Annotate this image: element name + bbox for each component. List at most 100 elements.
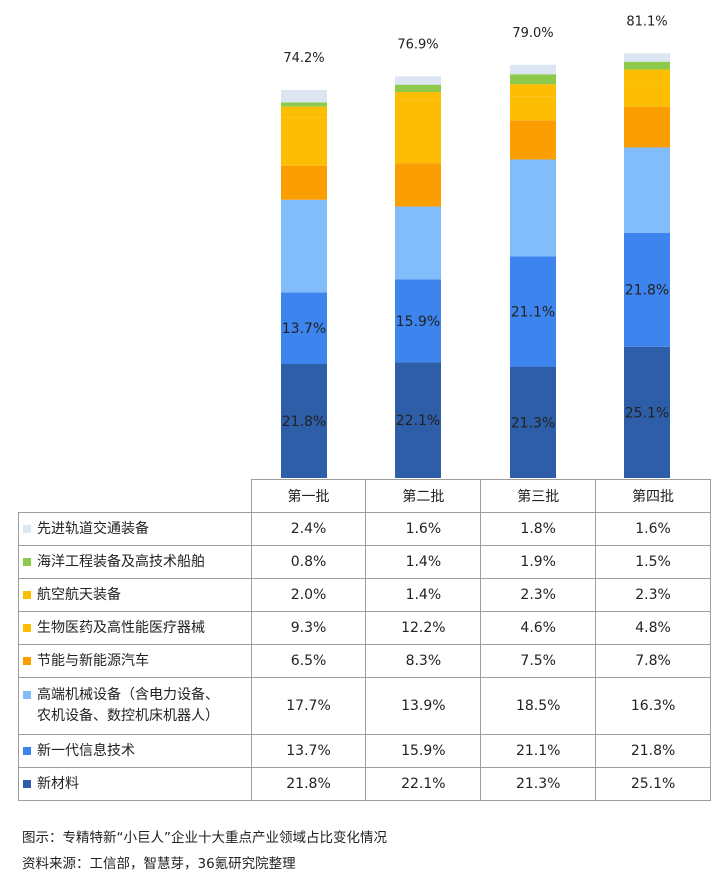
bar-segment [395, 76, 441, 85]
bar-stack-3: 21.3% 21.1% [510, 64, 556, 478]
bar-stack-4: 25.1% 21.8% [624, 53, 670, 478]
table-row: 航空航天装备 2.0% 1.4% 2.3% 2.3% [18, 578, 711, 612]
segment-value-label: 21.1% [511, 304, 555, 320]
series-name: 节能与新能源汽车 [37, 652, 149, 669]
bar-total-label: 76.9% [397, 37, 438, 52]
table-cell: 17.7% [250, 677, 367, 735]
bar-segment [510, 64, 556, 75]
bar-segment [510, 84, 556, 97]
figure-caption: 图示：专精特新“小巨人”企业十大重点产业领域占比变化情况 [22, 830, 387, 846]
table-cell: 6.5% [250, 644, 367, 678]
table-cell: 1.6% [365, 512, 482, 546]
bar-segment [395, 279, 441, 363]
legend-cell: 新一代信息技术 [18, 734, 252, 768]
series-name: 高端机械设备（含电力设备、 农机设备、数控机床机器人） [37, 687, 219, 724]
segment-value-label: 15.9% [396, 314, 440, 330]
segment-value-label: 22.1% [396, 413, 440, 429]
bar-segment [624, 81, 670, 107]
table-cell: 8.3% [365, 644, 482, 678]
legend-cell: 航空航天装备 [18, 578, 252, 612]
table-row: 海洋工程装备及高技术船舶 0.8% 1.4% 1.9% 1.5% [18, 545, 711, 579]
bar-segment [624, 232, 670, 347]
segment-value-label: 13.7% [282, 321, 326, 337]
segment-value-label: 21.8% [282, 414, 326, 430]
table-cell: 16.3% [595, 677, 711, 735]
stacked-bar-chart: 21.8% 13.7% 74.2% 22.1% 15.9% 76.9% 21.3% 21.1%… [281, 14, 670, 478]
legend-cell: 海洋工程装备及高技术船舶 [18, 545, 252, 579]
table-row: 新材料 21.8% 22.1% 21.3% 25.1% [18, 767, 711, 801]
bar-segment [395, 206, 441, 280]
table-cell: 1.4% [365, 578, 482, 612]
bar-total-label: 79.0% [512, 26, 553, 41]
table-cell: 21.8% [250, 767, 367, 801]
legend-swatch [23, 691, 31, 699]
bar-segment [395, 163, 441, 207]
bar-segment [281, 363, 327, 478]
bar-total-label: 81.1% [626, 14, 667, 29]
source-caption: 资料来源：工信部，智慧芽，36氪研究院整理 [22, 856, 296, 872]
legend-swatch [23, 524, 31, 533]
series-name: 生物医药及高性能医疗器械 [37, 619, 205, 636]
table-cell: 1.4% [365, 545, 482, 579]
bar-stack-1: 21.8% 13.7% [281, 89, 327, 478]
column-header: 第一批 [250, 479, 367, 513]
bar-segment [281, 199, 327, 293]
bar-segment [624, 53, 670, 62]
segment-value-label: 25.1% [625, 405, 669, 421]
legend-cell: 高端机械设备（含电力设备、 农机设备、数控机床机器人） [18, 677, 252, 735]
legend-swatch [23, 623, 31, 632]
legend-swatch [23, 557, 31, 566]
table-header-row: 第一批 第二批 第三批 第四批 [18, 479, 711, 513]
column-header: 第三批 [480, 479, 597, 513]
table-cell: 1.9% [480, 545, 597, 579]
table-cell: 22.1% [365, 767, 482, 801]
segment-value-label: 21.8% [625, 283, 669, 299]
bar-segment [624, 346, 670, 478]
table-cell: 7.5% [480, 644, 597, 678]
series-name: 海洋工程装备及高技术船舶 [37, 553, 205, 570]
table-cell: 21.8% [595, 734, 711, 768]
legend-cell: 节能与新能源汽车 [18, 644, 252, 678]
table-cell: 4.8% [595, 611, 711, 645]
bar-segment [624, 61, 670, 70]
table-row: 新一代信息技术 13.7% 15.9% 21.1% 21.8% [18, 734, 711, 768]
bar-segment [281, 89, 327, 103]
legend-swatch [23, 656, 31, 665]
table-cell: 9.3% [250, 611, 367, 645]
bar-segment [395, 84, 441, 93]
bar-segment [510, 96, 556, 121]
table-cell: 4.6% [480, 611, 597, 645]
bar-segment [281, 117, 327, 166]
table-row: 生物医药及高性能医疗器械 9.3% 12.2% 4.6% 4.8% [18, 611, 711, 645]
bar-segment [395, 92, 441, 100]
bar-segment [510, 256, 556, 367]
table-cell: 21.1% [480, 734, 597, 768]
table-cell: 2.4% [250, 512, 367, 546]
bar-segment [510, 159, 556, 257]
series-name: 先进轨道交通装备 [37, 520, 149, 537]
column-header: 第二批 [365, 479, 482, 513]
table-row: 高端机械设备（含电力设备、 农机设备、数控机床机器人） 17.7% 13.9% 18.… [18, 677, 711, 735]
table-cell: 2.3% [595, 578, 711, 612]
legend-swatch [23, 779, 31, 788]
series-name: 新材料 [37, 775, 79, 792]
table-cell: 0.8% [250, 545, 367, 579]
bar-segment [281, 106, 327, 118]
table-cell: 21.3% [480, 767, 597, 801]
table-cell: 13.7% [250, 734, 367, 768]
table-corner [18, 479, 252, 513]
series-name: 航空航天装备 [37, 586, 121, 603]
table-cell: 15.9% [365, 734, 482, 768]
legend-swatch [23, 746, 31, 755]
bar-stack-2: 22.1% 15.9% [395, 76, 441, 478]
legend-swatch [23, 590, 31, 599]
table-cell: 1.5% [595, 545, 711, 579]
table-cell: 2.0% [250, 578, 367, 612]
legend-cell: 先进轨道交通装备 [18, 512, 252, 546]
bar-segment [281, 102, 327, 107]
table-cell: 25.1% [595, 767, 711, 801]
table-cell: 13.9% [365, 677, 482, 735]
legend-cell: 新材料 [18, 767, 252, 801]
bar-segment [624, 106, 670, 148]
table-cell: 1.6% [595, 512, 711, 546]
